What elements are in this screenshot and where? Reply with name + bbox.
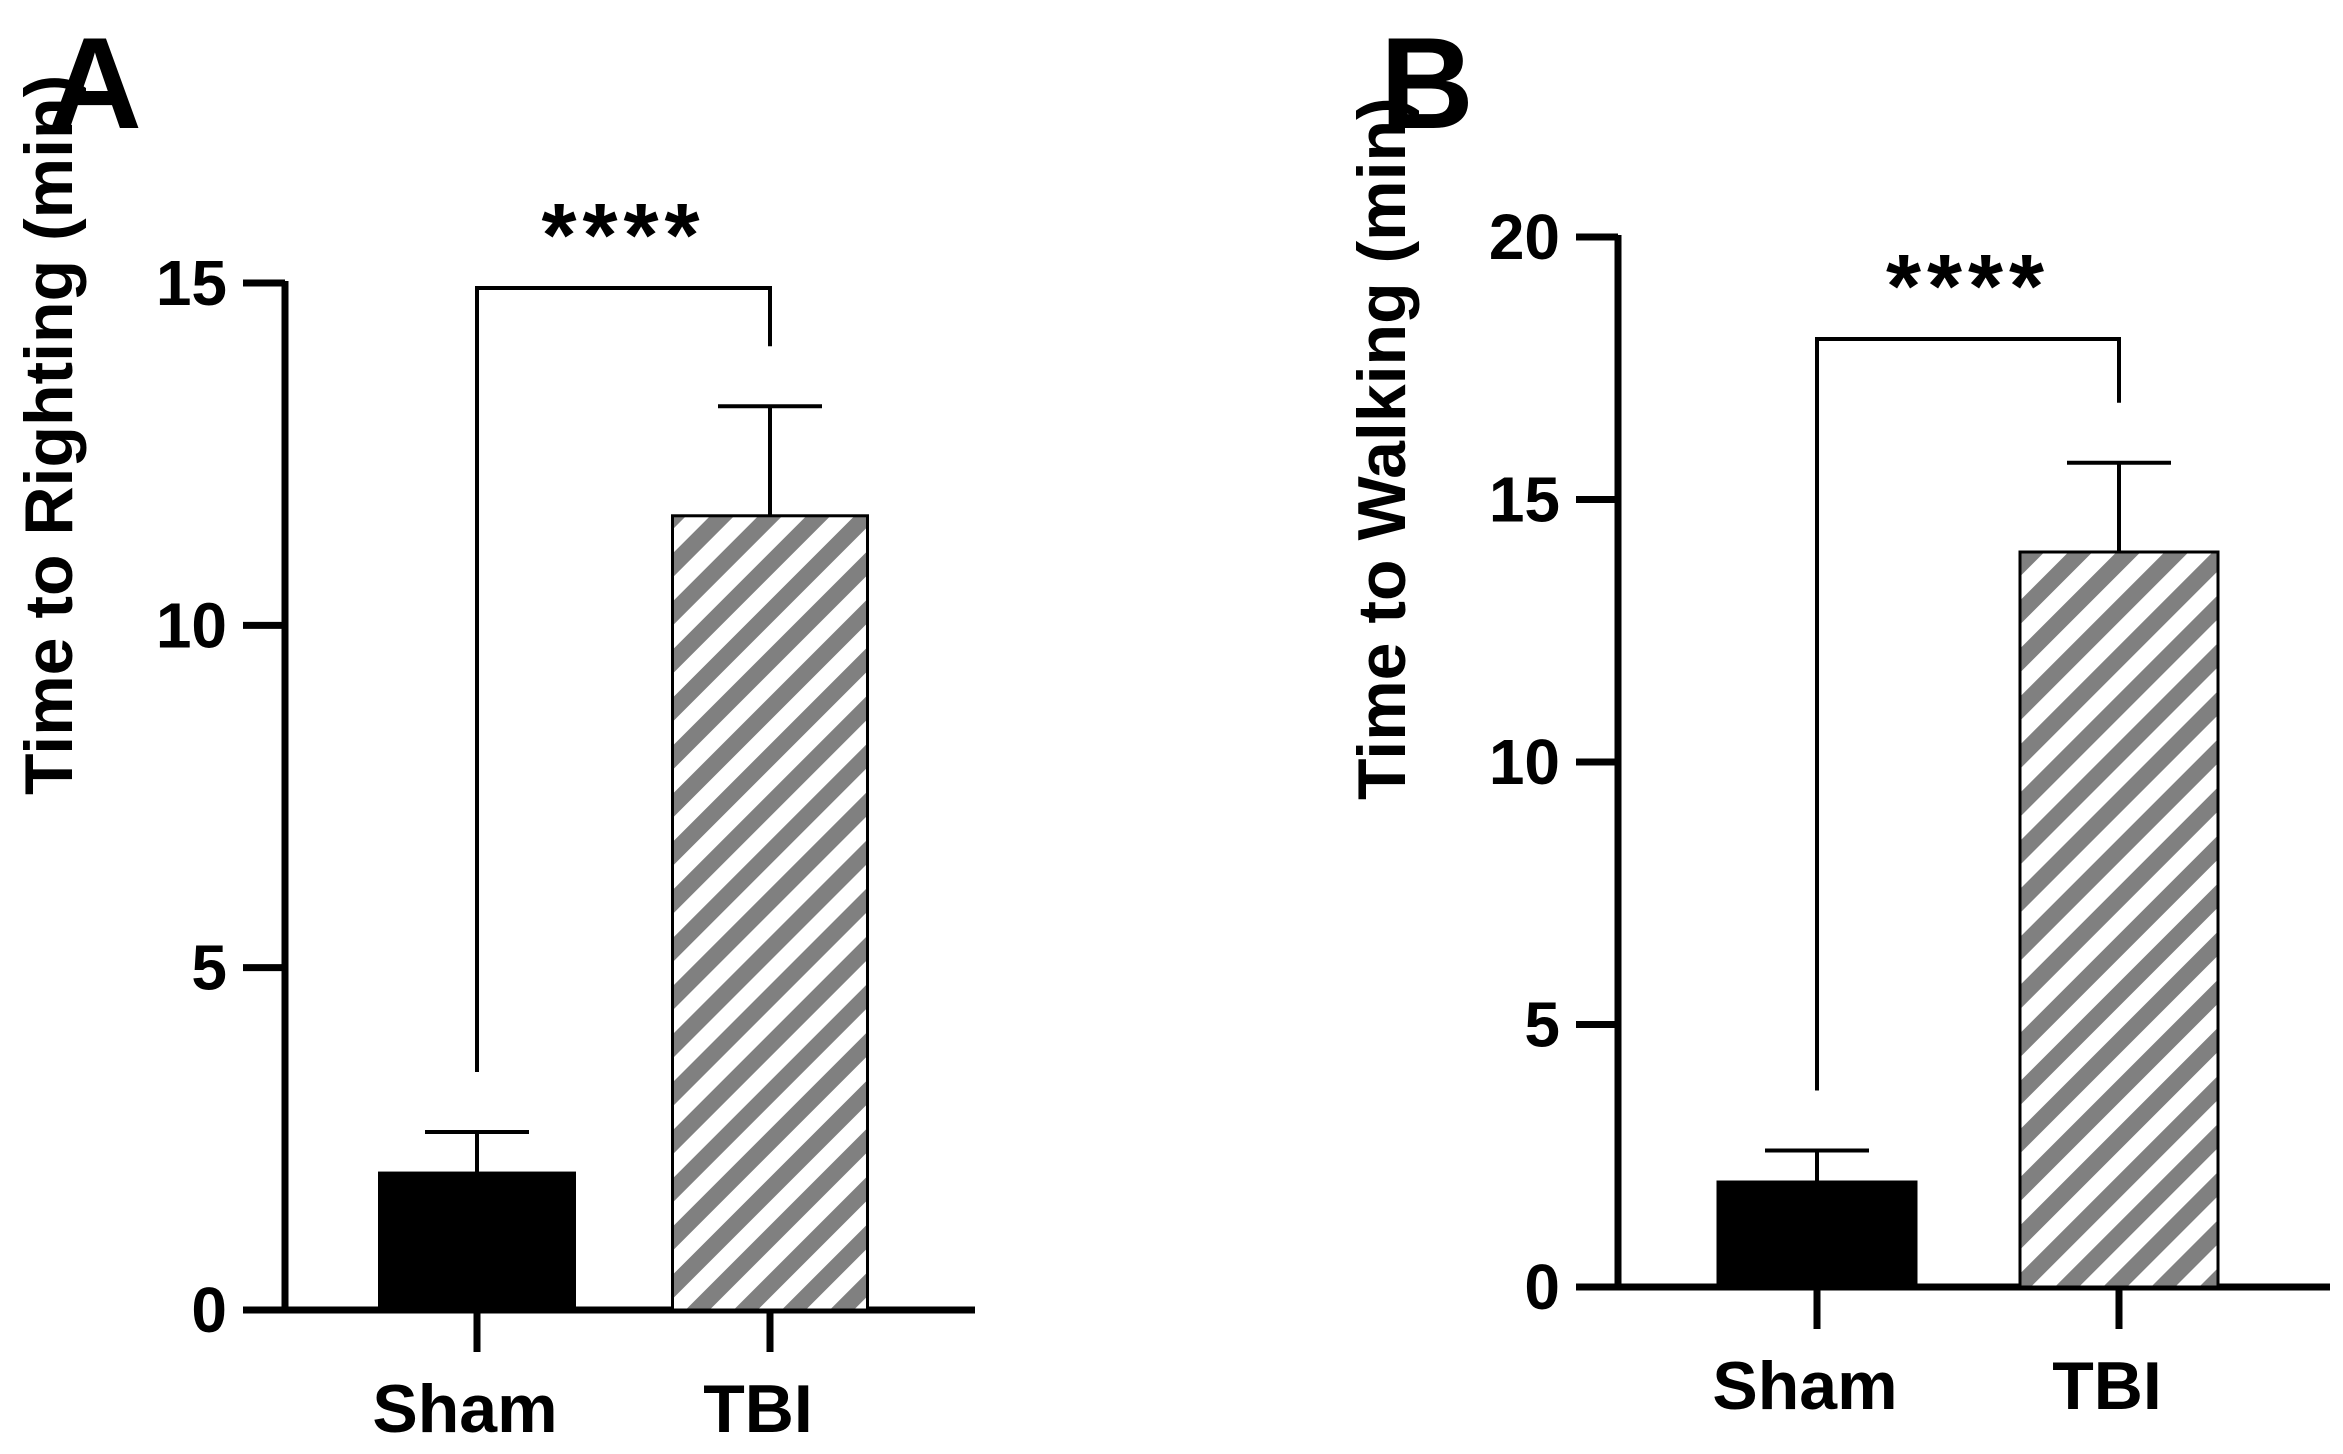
panel-a-x-tick-label-sham: Sham	[372, 1371, 557, 1447]
panel-a-y-axis-label: Time to Righting (min)	[11, 75, 87, 795]
panel-b-y-tick-label: 0	[1524, 1251, 1560, 1323]
panel-a-chart: 0 5 10 15 Sham TBI ****	[156, 186, 975, 1447]
panel-b-y-tick-label: 20	[1489, 201, 1560, 273]
panel-a: A Time to Righting (min) 0 5 10 15 Sham TBI **…	[11, 10, 975, 1447]
panel-a-ylabel-group: Time to Righting (min)	[11, 75, 87, 795]
panel-a-y-tick-label: 15	[156, 247, 227, 319]
panel-a-significance-label: ****	[541, 186, 705, 286]
panel-b-significance-label: ****	[1886, 237, 2050, 337]
panel-b-y-tick-label: 5	[1524, 989, 1560, 1061]
panel-b-letter: B	[1380, 10, 1474, 156]
panel-a-bar-sham	[378, 1171, 576, 1312]
panel-b-ylabel-group: Time to Walking (min)	[1344, 97, 1420, 800]
panel-b-bar-tbi	[2018, 550, 2220, 1289]
panel-b-significance-bracket	[1815, 337, 2121, 1091]
panel-b-y-tick-label: 10	[1489, 726, 1560, 798]
panel-b-bar-sham	[1716, 1180, 1918, 1289]
panel-a-y-tick-label: 0	[191, 1274, 227, 1346]
panel-a-y-tick-label: 5	[191, 932, 227, 1004]
panel-a-significance-bracket	[475, 286, 772, 1072]
panel-b-x-tick-label-tbi: TBI	[2052, 1348, 2162, 1424]
panel-a-y-tick-label: 10	[156, 589, 227, 661]
panel-b: B Time to Walking (min) 0 5 10 15 20 Sham TBI *…	[1344, 10, 2330, 1424]
panel-a-x-tick-label-tbi: TBI	[703, 1371, 813, 1447]
panel-b-y-tick-label: 15	[1489, 464, 1560, 536]
panel-a-letter: A	[48, 10, 142, 156]
panel-a-bar-tbi	[671, 514, 869, 1312]
panel-b-y-axis-label: Time to Walking (min)	[1344, 97, 1420, 800]
panel-b-x-tick-label-sham: Sham	[1712, 1348, 1897, 1424]
panel-b-chart: 0 5 10 15 20 Sham TBI ****	[1489, 201, 2330, 1424]
